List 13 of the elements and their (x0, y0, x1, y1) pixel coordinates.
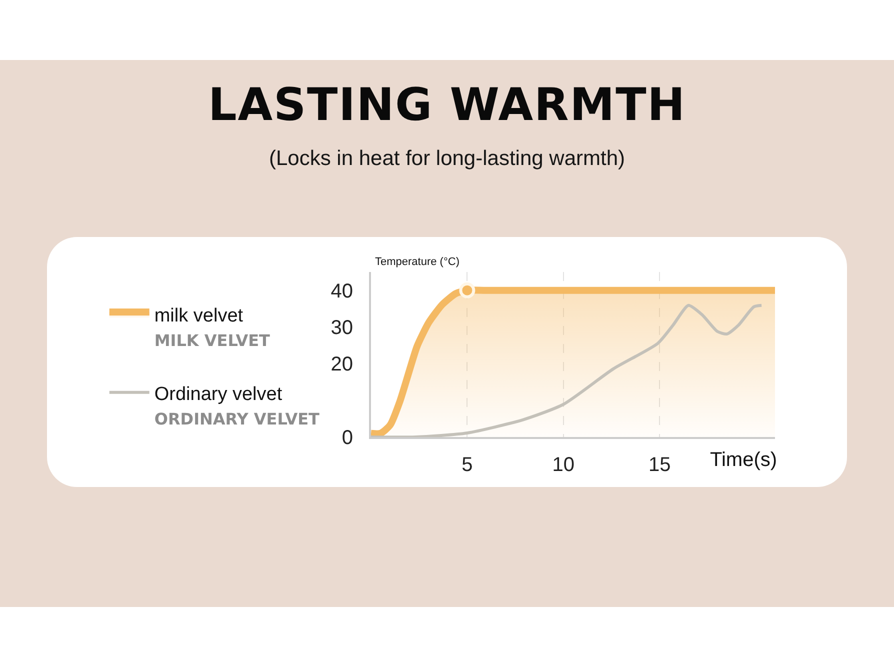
legend-label: Ordinary velvet ORDINARY VELVET (154, 384, 320, 428)
chart-subtitle: (Locks in heat for long-lasting warmth) (268, 146, 626, 172)
y-tick-label: 20 (330, 354, 353, 376)
x-tick-label: 15 (648, 454, 671, 476)
y-tick-label: 0 (342, 427, 353, 449)
y-tick-label: 30 (330, 317, 353, 339)
legend-label: milk velvet MILK VELVET (154, 305, 270, 350)
y-axis-title: Temperature (°C) (375, 256, 460, 268)
x-tick-label: 10 (552, 454, 575, 476)
x-axis-title: Time(s) (710, 449, 778, 471)
y-tick-label: 40 (330, 280, 353, 302)
x-tick-label: 5 (462, 454, 473, 476)
chart-title: LASTING WARMTH (207, 78, 687, 132)
